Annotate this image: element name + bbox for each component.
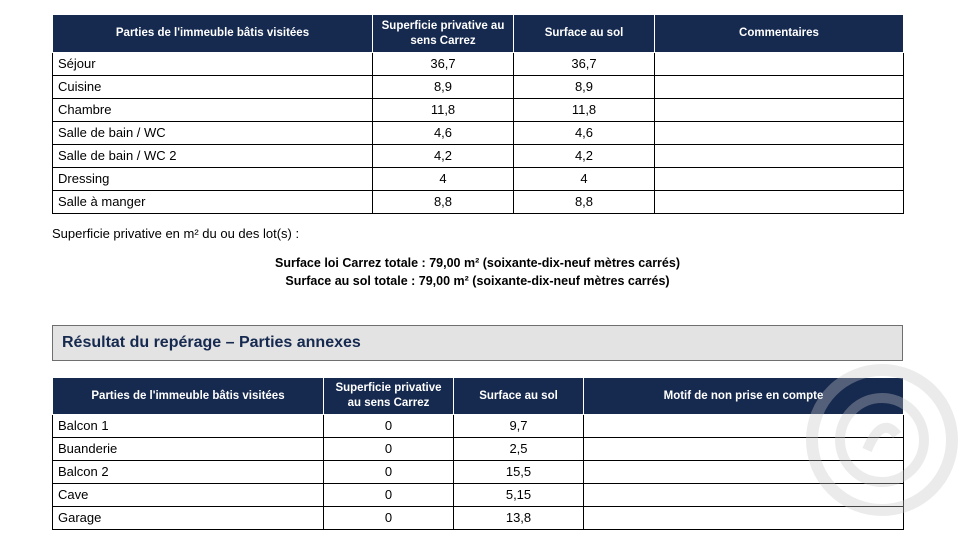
table-header-row: Parties de l'immeuble bâtis visitées Sup… [52, 14, 904, 53]
cell-name: Buanderie [52, 437, 324, 461]
table-row: Cuisine 8,9 8,9 [52, 75, 904, 99]
cell-name: Salle à manger [52, 190, 373, 214]
cell-name: Cave [52, 483, 324, 507]
cell-comment [654, 75, 904, 99]
cell-carrez: 36,7 [372, 52, 514, 76]
total-sol: Surface au sol totale : 79,00 m² (soixan… [285, 274, 670, 288]
cell-sol: 8,8 [513, 190, 655, 214]
cell-comment [654, 121, 904, 145]
cell-carrez: 0 [323, 506, 454, 530]
cell-carrez: 0 [323, 460, 454, 484]
cell-sol: 8,9 [513, 75, 655, 99]
table-row: Salle de bain / WC 4,6 4,6 [52, 121, 904, 145]
cell-sol: 15,5 [453, 460, 584, 484]
section-title: Résultat du repérage – Parties annexes [62, 334, 361, 351]
cell-motif [583, 483, 904, 507]
total-carrez: Surface loi Carrez totale : 79,00 m² (so… [274, 256, 680, 270]
section-header: Résultat du repérage – Parties annexes [52, 325, 903, 361]
table-row: Dressing 4 4 [52, 167, 904, 191]
cell-sol: 9,7 [453, 414, 584, 438]
cell-name: Salle de bain / WC [52, 121, 373, 145]
cell-carrez: 0 [323, 414, 454, 438]
cell-name: Balcon 1 [52, 414, 324, 438]
cell-motif [583, 460, 904, 484]
cell-sol: 36,7 [513, 52, 655, 76]
cell-sol: 5,15 [453, 483, 584, 507]
cell-sol: 2,5 [453, 437, 584, 461]
cell-name: Balcon 2 [52, 460, 324, 484]
cell-sol: 4 [513, 167, 655, 191]
table-row: Garage 0 13,8 [52, 506, 904, 530]
header-carrez: Superficie privative au sens Carrez [323, 377, 454, 415]
cell-name: Cuisine [52, 75, 373, 99]
header-commentaires: Commentaires [654, 14, 904, 53]
cell-name: Salle de bain / WC 2 [52, 144, 373, 168]
header-surface-sol: Surface au sol [513, 14, 655, 53]
cell-carrez: 4,6 [372, 121, 514, 145]
annexes-table: Parties de l'immeuble bâtis visitées Sup… [52, 377, 904, 530]
cell-sol: 4,2 [513, 144, 655, 168]
cell-motif [583, 437, 904, 461]
cell-carrez: 8,9 [372, 75, 514, 99]
header-surface-sol: Surface au sol [453, 377, 584, 415]
cell-comment [654, 98, 904, 122]
table-row: Chambre 11,8 11,8 [52, 98, 904, 122]
table-row: Séjour 36,7 36,7 [52, 52, 904, 76]
cell-comment [654, 144, 904, 168]
cell-comment [654, 190, 904, 214]
cell-carrez: 0 [323, 483, 454, 507]
cell-motif [583, 506, 904, 530]
cell-carrez: 8,8 [372, 190, 514, 214]
header-parties: Parties de l'immeuble bâtis visitées [52, 377, 324, 415]
cell-name: Chambre [52, 98, 373, 122]
table-header-row: Parties de l'immeuble bâtis visitées Sup… [52, 377, 904, 415]
cell-carrez: 4 [372, 167, 514, 191]
cell-comment [654, 52, 904, 76]
table-row: Salle à manger 8,8 8,8 [52, 190, 904, 214]
surface-caption: Superficie privative en m² du ou des lot… [52, 226, 300, 241]
header-carrez: Superficie privative au sens Carrez [372, 14, 514, 53]
cell-comment [654, 167, 904, 191]
table-row: Balcon 2 0 15,5 [52, 460, 904, 484]
cell-name: Séjour [52, 52, 373, 76]
cell-carrez: 4,2 [372, 144, 514, 168]
cell-sol: 4,6 [513, 121, 655, 145]
cell-motif [583, 414, 904, 438]
cell-name: Garage [52, 506, 324, 530]
cell-sol: 11,8 [513, 98, 655, 122]
header-motif: Motif de non prise en compte [583, 377, 904, 415]
cell-carrez: 0 [323, 437, 454, 461]
surfaces-table: Parties de l'immeuble bâtis visitées Sup… [52, 14, 904, 214]
table-row: Cave 0 5,15 [52, 483, 904, 507]
header-parties: Parties de l'immeuble bâtis visitées [52, 14, 373, 53]
table-row: Buanderie 0 2,5 [52, 437, 904, 461]
cell-carrez: 11,8 [372, 98, 514, 122]
totals-block: Surface loi Carrez totale : 79,00 m² (so… [52, 254, 903, 290]
cell-name: Dressing [52, 167, 373, 191]
table-row: Salle de bain / WC 2 4,2 4,2 [52, 144, 904, 168]
cell-sol: 13,8 [453, 506, 584, 530]
table-row: Balcon 1 0 9,7 [52, 414, 904, 438]
